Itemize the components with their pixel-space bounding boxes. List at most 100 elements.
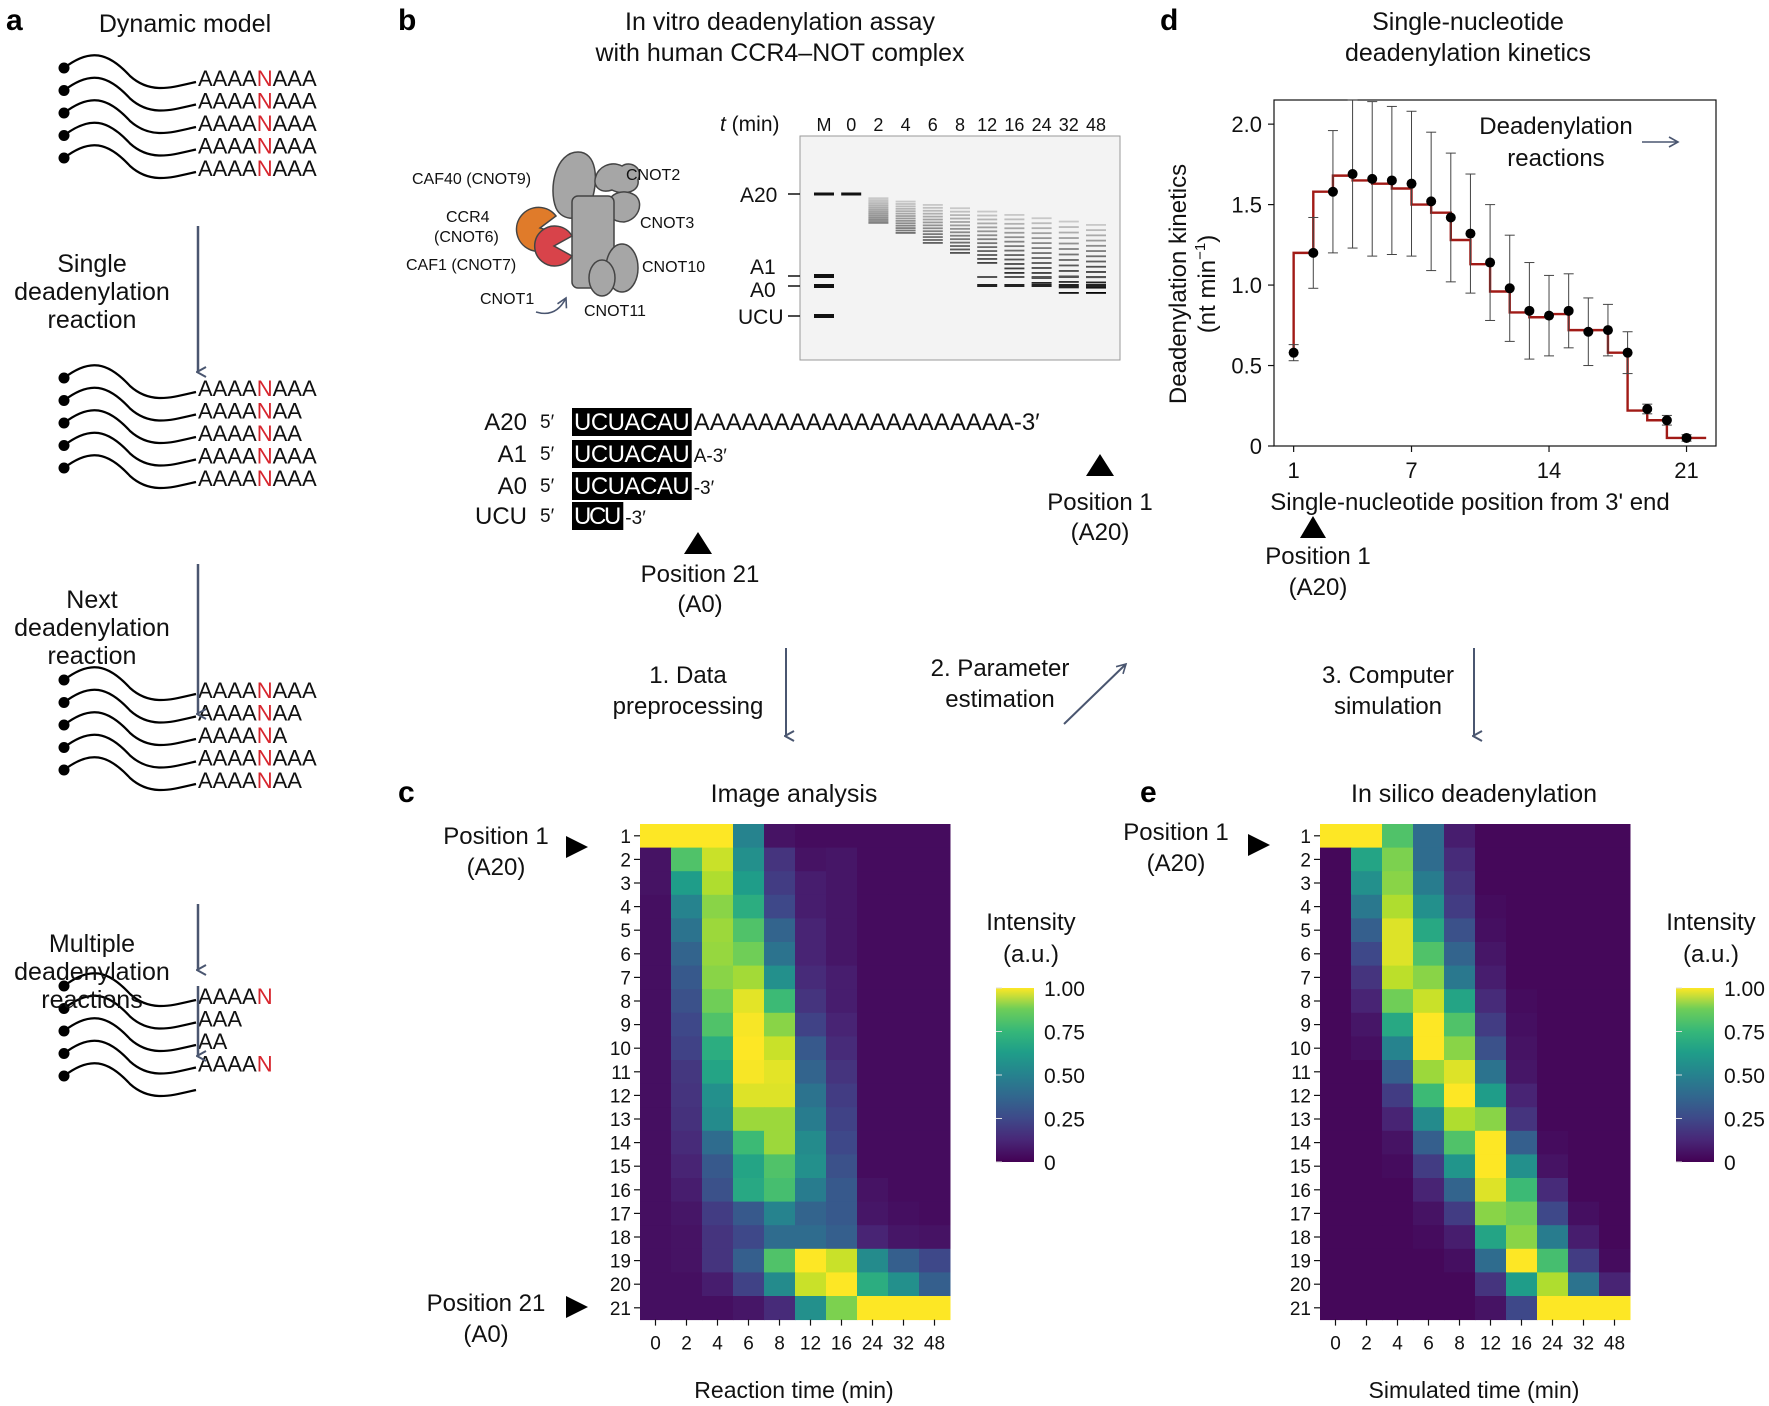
heatmap-cell <box>1599 1036 1631 1061</box>
workflow-step3-line2: simulation <box>1334 693 1442 720</box>
heatmap-cell <box>826 942 858 967</box>
seed-sequence: UCUACAU <box>574 441 690 468</box>
non-a-nucleotide: N <box>257 701 273 726</box>
tail-suffix: AAA <box>273 466 317 491</box>
heatmap-cell <box>919 1154 951 1179</box>
heatmap-cell <box>888 1178 920 1203</box>
colorbar-tick-label: 1.00 <box>1044 978 1085 1001</box>
heatmap-cell <box>733 1178 765 1203</box>
heatmap-cell <box>826 1272 858 1297</box>
gel-band <box>1031 227 1052 230</box>
heatmap-cell <box>1382 871 1414 896</box>
heatmap-cell <box>1351 894 1383 919</box>
heatmap-cell <box>640 847 672 872</box>
heatmap-cell <box>1506 1083 1538 1108</box>
gel-band <box>1058 220 1079 223</box>
heatmap-cell <box>795 1178 827 1203</box>
heatmap-cell <box>888 1296 920 1321</box>
data-point <box>1445 212 1456 223</box>
data-point <box>1308 247 1319 258</box>
heatmap-cell <box>1320 1130 1352 1155</box>
gel-band-label-a1: A1 <box>750 256 776 279</box>
heatmap-cell <box>1444 1060 1476 1085</box>
heatmap-cell <box>1599 894 1631 919</box>
heatmap-cell <box>640 1178 672 1203</box>
heatmap-cell <box>1537 942 1569 967</box>
heatmap-cell <box>764 1036 796 1061</box>
gel-band <box>1031 217 1052 220</box>
heatmap-cell <box>1444 871 1476 896</box>
tail-sequence: A-3′ <box>694 446 728 467</box>
heatmap-cell <box>1382 1225 1414 1250</box>
heatmap-cell <box>702 1272 734 1297</box>
data-point <box>1386 175 1397 186</box>
gel-band <box>922 221 943 224</box>
tail-suffix: AA <box>273 399 303 424</box>
heatmap-cell <box>1320 1201 1352 1226</box>
heatmap-cell <box>1599 1154 1631 1179</box>
poly-a-tail: AA <box>198 1029 228 1054</box>
poly-a-tail: AAAANAA <box>198 768 302 793</box>
step-label: reactions <box>41 986 142 1014</box>
gel-band <box>922 209 943 212</box>
heatmap-cell <box>640 989 672 1014</box>
gel-band <box>1086 276 1106 278</box>
gel-band <box>1086 271 1106 273</box>
gel-lane-label: 6 <box>928 115 938 135</box>
heatmap-cell <box>888 894 920 919</box>
heatmap-cell <box>1413 1225 1445 1250</box>
kinetics-chart: 0 0.5 1.0 1.5 2.0 1 7 14 21 <box>1231 99 1717 483</box>
heatmap-cell <box>1599 824 1631 849</box>
gel-band <box>977 226 998 229</box>
heatmap-cell <box>857 1130 889 1155</box>
data-point <box>1406 178 1417 189</box>
non-a-nucleotide: N <box>257 421 273 446</box>
gel-band <box>1058 286 1079 289</box>
heatmap-cell <box>1568 1178 1600 1203</box>
gel-band <box>1004 218 1025 221</box>
mrna-strand <box>63 121 197 157</box>
data-point <box>1485 257 1496 268</box>
y-tick-label: 2.0 <box>1231 112 1262 137</box>
gel-band <box>895 224 916 227</box>
seed-sequence: UCUACAU <box>574 409 690 436</box>
colorbar-tick-label: 0 <box>1044 1152 1056 1175</box>
heatmap-cell <box>1351 1154 1383 1179</box>
colorbar-title-units: (a.u.) <box>1003 941 1059 968</box>
gel-band <box>977 218 998 221</box>
poly-a-tail: AAAANAAA <box>198 444 317 469</box>
heatmap-cell <box>857 1083 889 1108</box>
heatmap-cell <box>1382 1154 1414 1179</box>
heatmap-cell <box>640 1060 672 1085</box>
heatmap-cell <box>1475 824 1507 849</box>
poly-a-tail: AAAANA <box>198 723 288 748</box>
gel-band <box>922 242 943 244</box>
y-tick-label: 8 <box>620 992 631 1013</box>
gel-band <box>1031 237 1052 240</box>
workflow-arrow-2 <box>1063 662 1128 725</box>
mrna-strand <box>63 994 197 1030</box>
mrna-strand <box>63 144 197 179</box>
heatmap-cell <box>1506 1272 1538 1297</box>
heatmap-cell <box>1444 824 1476 849</box>
gel-band <box>922 239 943 241</box>
heatmap-cell <box>764 1201 796 1226</box>
heatmap-cell <box>1537 1272 1569 1297</box>
panel-d-title-line2: deadenylation kinetics <box>1345 39 1591 67</box>
heatmap-cell <box>1382 1272 1414 1297</box>
gel-band <box>977 284 998 287</box>
heatmap-cell <box>1506 894 1538 919</box>
non-a-nucleotide: N <box>257 134 273 159</box>
label-cnot2: CNOT2 <box>626 167 680 184</box>
data-point <box>1602 325 1613 336</box>
mrna-strand <box>63 76 197 112</box>
data-point <box>1583 326 1594 337</box>
gel-band <box>922 224 943 227</box>
pos21-sub: (A0) <box>677 591 722 618</box>
gel-lane-label: 32 <box>1059 115 1079 135</box>
gel-band <box>814 284 834 288</box>
gel-band <box>1058 270 1079 272</box>
gel-band <box>922 227 943 230</box>
heatmap-cell <box>857 989 889 1014</box>
